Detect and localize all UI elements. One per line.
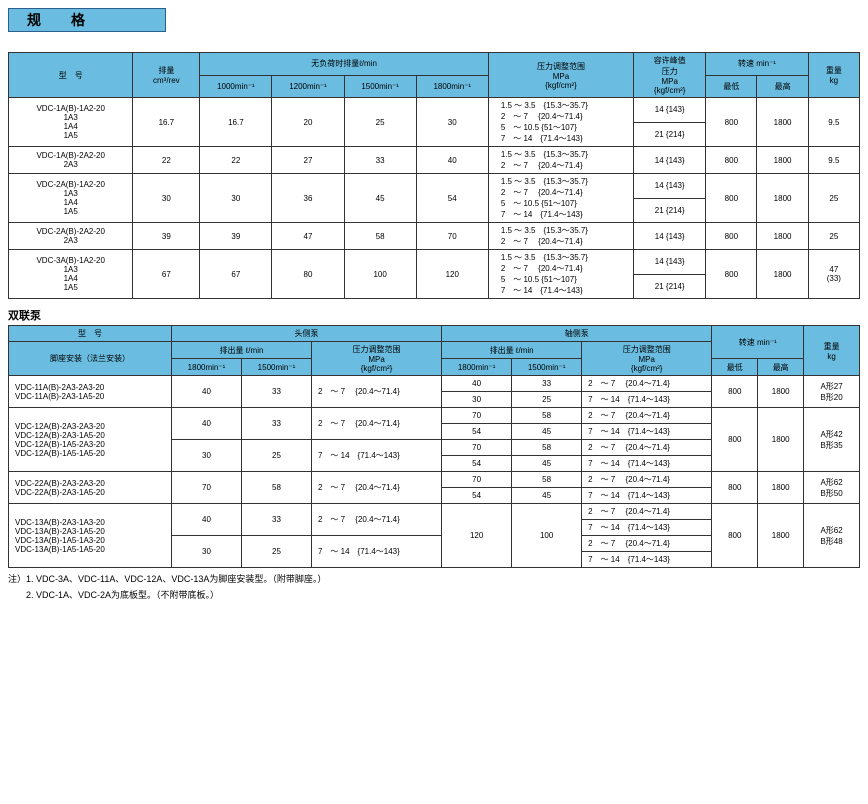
footnote-1: 注）1. VDC-3A、VDC-11A、VDC-12A、VDC-13A为脚座安装… bbox=[8, 572, 860, 585]
spec-table-2: 型 号头侧泵轴侧泵转速 min⁻¹重量kg脚座安装（法兰安装）排出量 ℓ/min… bbox=[8, 325, 860, 568]
section-title: 规格 bbox=[8, 8, 166, 32]
spec-table-1: 型 号排量cm³/rev无负荷时排量ℓ/min压力调整范围MPa{kgf/cm²… bbox=[8, 52, 860, 299]
section-subtitle: 双联泵 bbox=[8, 307, 860, 323]
footnote-2: 2. VDC-1A、VDC-2A为底板型。（不附带底板。） bbox=[8, 588, 860, 601]
